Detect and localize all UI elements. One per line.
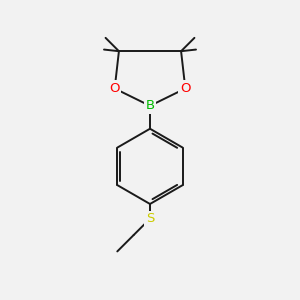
Text: O: O [180,82,190,95]
Text: O: O [110,82,120,95]
Text: S: S [146,212,154,225]
Text: B: B [146,99,154,112]
